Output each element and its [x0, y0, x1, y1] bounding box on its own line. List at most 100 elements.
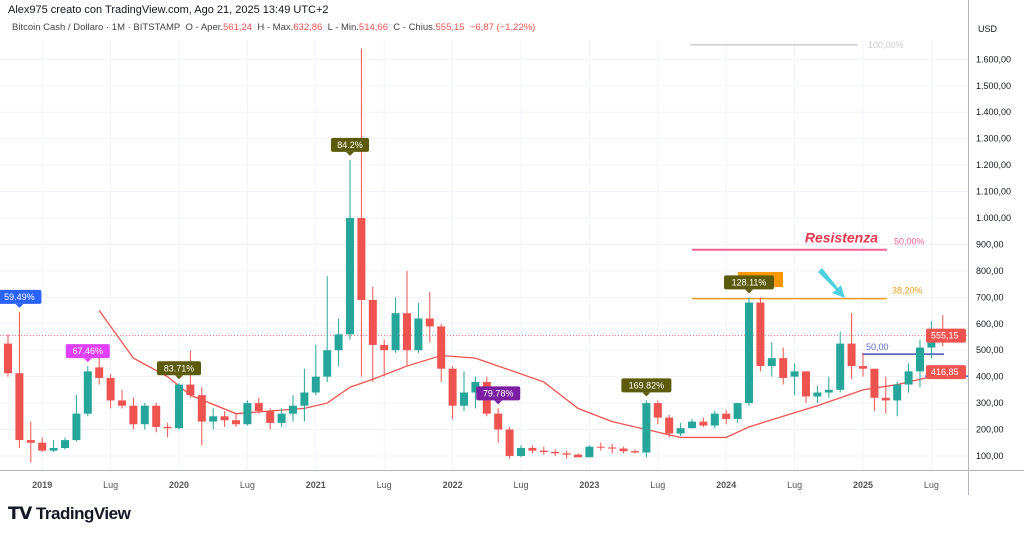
- open-label: O - Aper.: [185, 22, 224, 33]
- candle-body: [163, 426, 172, 429]
- percent-label: 128.11%: [732, 277, 767, 287]
- x-tick-label: Lug: [650, 480, 665, 490]
- percent-label-box: [621, 378, 672, 393]
- candle-body: [767, 358, 776, 367]
- candle-body: [517, 448, 525, 456]
- candle-body: [414, 318, 423, 351]
- candle-body: [619, 448, 628, 452]
- percent-label: 67.46%: [73, 346, 104, 356]
- candle-body: [460, 392, 468, 406]
- y-tick-label: 1.100,00: [976, 187, 1011, 197]
- candle-body: [745, 302, 753, 404]
- price-chart[interactable]: 100,00 200,00 300,00 400,00 500,00 600,00 700,…: [0, 0, 1024, 500]
- candle-body: [357, 218, 366, 300]
- candle-body: [289, 405, 297, 414]
- y-tick-label: 100,00: [976, 451, 1004, 461]
- candle-body: [266, 411, 275, 423]
- y-tick-label: 1.400,00: [976, 107, 1011, 117]
- candle-body: [813, 392, 822, 397]
- candle-body: [448, 368, 457, 406]
- candle-body: [254, 403, 263, 412]
- x-tick-label: 2023: [579, 480, 599, 490]
- price-tag: [926, 365, 966, 380]
- y-tick-label: 900,00: [976, 239, 1004, 249]
- y-tick-label: 500,00: [976, 345, 1004, 355]
- candle-body: [904, 371, 913, 385]
- candle-body: [756, 302, 765, 367]
- candle-body: [232, 420, 240, 425]
- candle-body: [676, 428, 685, 434]
- candle-body: [61, 440, 69, 449]
- logo-text: TradingView: [35, 504, 131, 523]
- symbol: Bitcoin Cash / Dollaro · 1M · BITSTAMP: [12, 22, 181, 33]
- price-tag-text: 555,15: [931, 331, 959, 341]
- candle-body: [300, 392, 309, 406]
- tv-logo-icon: 𝗧𝗩: [8, 504, 36, 523]
- x-tick-label: Lug: [513, 480, 528, 490]
- high-value: 632,86: [293, 22, 323, 33]
- percent-label-pointer: [745, 289, 753, 294]
- candle-body: [311, 376, 320, 393]
- percent-label-box: [0, 289, 42, 304]
- x-tick-label: 2021: [306, 480, 326, 490]
- candle-body: [175, 384, 183, 429]
- candle-body: [847, 343, 856, 367]
- candle-body: [562, 453, 571, 455]
- close-value: 555,15: [435, 22, 465, 33]
- x-tick-label: 2025: [853, 480, 873, 490]
- candle-body: [859, 366, 867, 369]
- candle-body: [346, 218, 354, 335]
- candle-body: [140, 405, 149, 425]
- candle-body: [437, 326, 446, 369]
- percent-label-box: [65, 344, 110, 359]
- candle-body: [368, 299, 377, 345]
- candle-body: [608, 447, 617, 449]
- symbol-legend: Bitcoin Cash / Dollaro · 1M · BITSTAMP O…: [12, 22, 535, 33]
- fib-100-label: 100,00%: [868, 40, 904, 50]
- candle-body: [710, 413, 719, 426]
- candle-body: [539, 450, 548, 452]
- percent-label: 84.2%: [337, 140, 363, 150]
- candle-body: [152, 405, 161, 427]
- x-tick-label: 2024: [716, 480, 736, 490]
- candle-body: [494, 413, 503, 430]
- candle-body: [802, 371, 810, 397]
- candle-body: [665, 417, 674, 434]
- candle-body: [653, 403, 662, 418]
- low-value: 514,66: [358, 22, 388, 33]
- y-tick-label: 1.000,00: [976, 213, 1011, 223]
- candle-body: [15, 373, 24, 441]
- candle-body: [4, 343, 12, 374]
- y-tick-label: 1.500,00: [976, 81, 1011, 91]
- candle-body: [631, 451, 639, 453]
- candle-body: [836, 343, 845, 390]
- candle-body: [118, 400, 126, 406]
- candle-body: [425, 318, 434, 327]
- y-tick-label: 800,00: [976, 266, 1004, 276]
- candle-body: [699, 421, 708, 426]
- candle-body: [916, 347, 924, 372]
- candle-body: [779, 358, 788, 378]
- candle-body: [72, 413, 81, 441]
- low-label: L - Min.: [327, 22, 359, 33]
- percent-label-pointer: [642, 392, 651, 397]
- moving-average-line: [98, 310, 943, 439]
- open-value: 561,24: [223, 22, 253, 33]
- x-tick-label: Lug: [377, 480, 392, 490]
- blue-level-label: 50,00: [866, 342, 889, 352]
- candle-body: [49, 448, 58, 451]
- candle-body: [38, 442, 47, 451]
- candle-body: [403, 313, 411, 351]
- close-label: C - Chius.: [393, 22, 436, 33]
- candle-body: [585, 446, 594, 458]
- candle-body: [574, 454, 582, 458]
- candle-body: [505, 429, 514, 456]
- x-tick-label: Lug: [240, 480, 255, 490]
- candle-body: [471, 381, 480, 393]
- candle-body: [380, 344, 389, 351]
- percent-label-box: [724, 275, 774, 290]
- percent-label-pointer: [175, 375, 183, 380]
- y-tick-label: 700,00: [976, 292, 1004, 302]
- percent-label-box: [476, 386, 521, 401]
- y-tick-label: 200,00: [976, 425, 1004, 435]
